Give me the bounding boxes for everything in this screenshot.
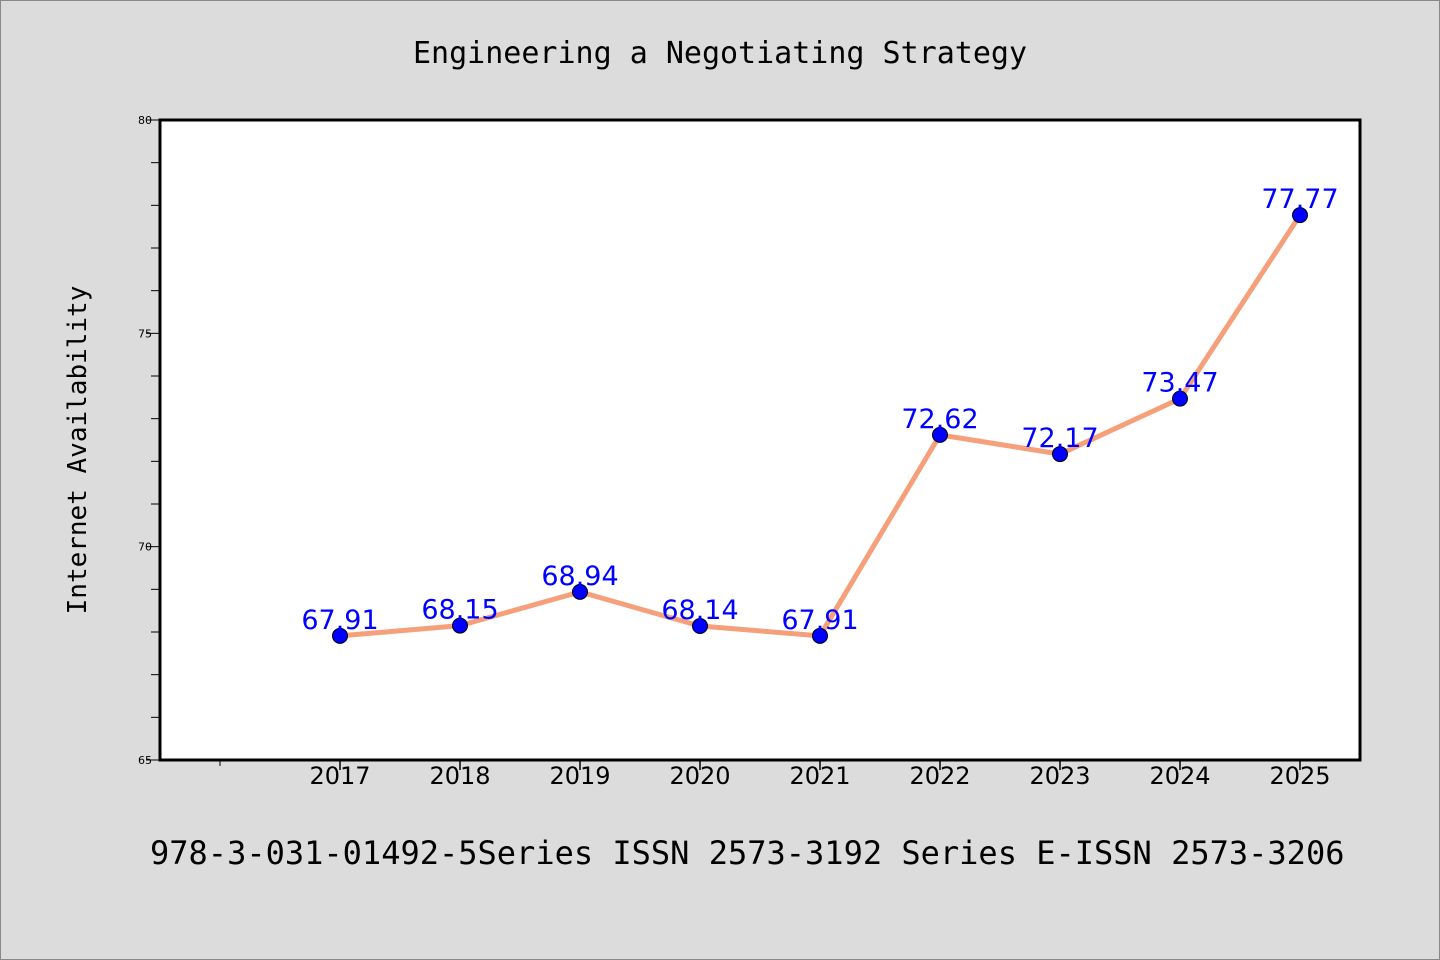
data-labels: 67.91 68.15 68.94 68.14 67.91 72.62 72.17 73.47… (301, 184, 1338, 636)
data-label: 68.14 (661, 595, 738, 626)
data-point (572, 583, 588, 600)
x-tick-label: 2023 (1029, 762, 1090, 790)
data-point (692, 618, 708, 635)
x-tick-label: 2018 (429, 762, 490, 790)
data-label: 67.91 (301, 605, 378, 636)
x-tick-label: 2021 (789, 762, 850, 790)
x-tick-label: 2022 (909, 762, 970, 790)
data-label: 68.15 (421, 595, 498, 626)
data-label: 72.62 (901, 404, 978, 435)
data-point (1052, 446, 1068, 463)
data-point (932, 426, 948, 443)
plot-area (160, 120, 1360, 760)
y-tick-label: 80 (138, 114, 152, 127)
data-label: 68.94 (541, 561, 618, 592)
data-label: 72.17 (1021, 423, 1098, 454)
data-label: 77.77 (1261, 184, 1338, 215)
data-point (452, 617, 468, 634)
x-tick-label: 2025 (1269, 762, 1330, 790)
series-markers (332, 207, 1308, 644)
y-tick-label: 75 (138, 327, 152, 340)
x-axis: 2017 2018 2019 2020 2021 2022 2023 2024 2025 (219, 760, 1331, 790)
chart-title: Engineering a Negotiating Strategy (413, 36, 1027, 71)
data-point (1172, 390, 1188, 407)
data-point (1292, 207, 1308, 224)
y-axis-label: Internet Availability (63, 286, 93, 615)
footer-text: 978-3-031-01492-5Series ISSN 2573-3192 S… (150, 834, 1344, 872)
x-tick-label: 2017 (309, 762, 370, 790)
x-tick-label: 2024 (1149, 762, 1210, 790)
data-label: 67.91 (781, 605, 858, 636)
data-label: 73.47 (1141, 368, 1218, 399)
y-axis: 65 70 75 80 (138, 114, 160, 767)
plot-frame (158, 118, 1362, 762)
y-tick-label: 65 (138, 754, 152, 767)
data-point (332, 627, 348, 644)
y-tick-label: 70 (138, 541, 152, 554)
data-point (812, 627, 828, 644)
x-tick-label: 2019 (549, 762, 610, 790)
x-tick-label: 2020 (669, 762, 730, 790)
